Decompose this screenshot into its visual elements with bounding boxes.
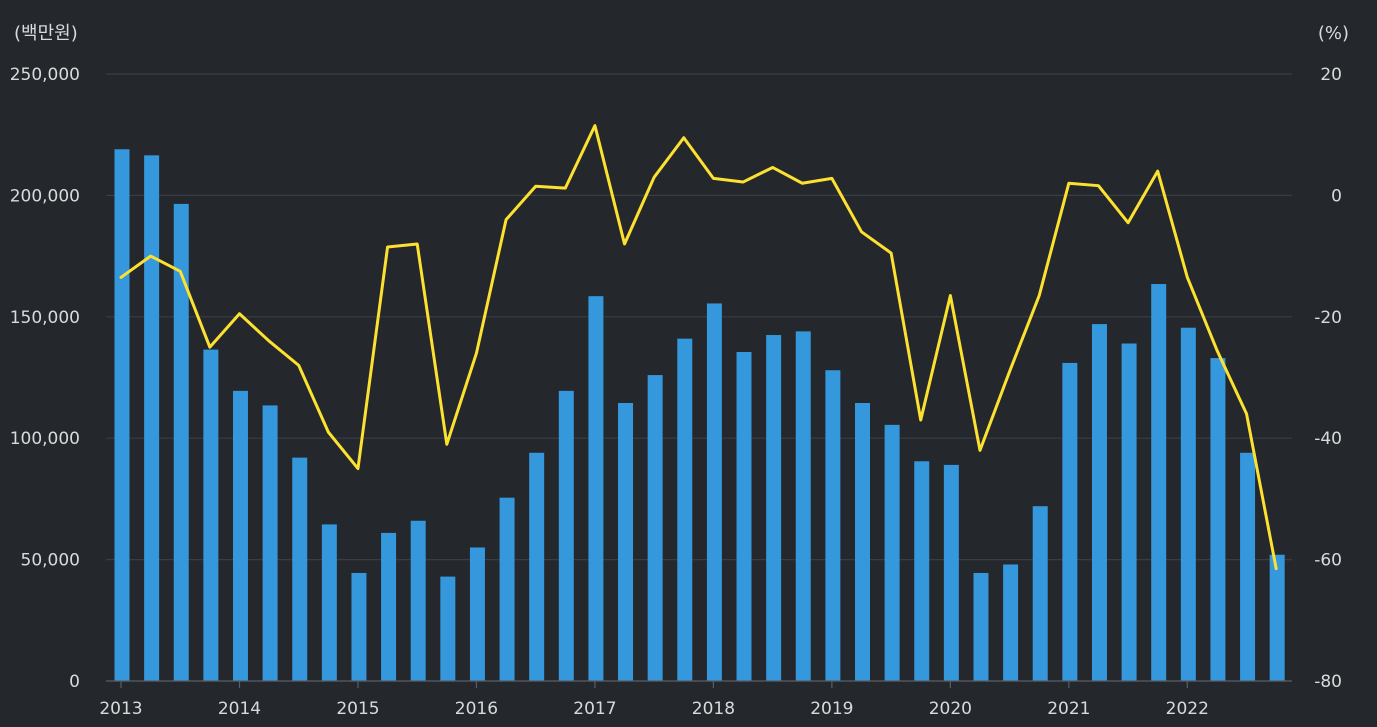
bar xyxy=(1032,506,1048,681)
line-path xyxy=(119,124,1278,571)
bar xyxy=(1151,284,1167,681)
right-tick-label: 0 xyxy=(1331,186,1342,206)
bar xyxy=(173,203,189,681)
left-tick-label: 250,000 xyxy=(10,65,80,85)
bar xyxy=(440,576,456,681)
left-tick-label: 100,000 xyxy=(10,429,80,449)
bar xyxy=(1003,564,1019,681)
bar xyxy=(647,375,663,681)
left-tick-label: 50,000 xyxy=(21,551,80,571)
bar xyxy=(1240,452,1256,681)
bar xyxy=(706,303,722,681)
left-axis-unit: (백만원) xyxy=(14,23,78,44)
bar xyxy=(795,331,811,681)
bar xyxy=(1180,327,1196,681)
right-axis-unit: (%) xyxy=(1318,23,1349,44)
grid xyxy=(106,73,1292,561)
right-tick-label: -20 xyxy=(1314,308,1342,328)
bar xyxy=(825,370,841,681)
right-axis: -80 -60 -40 -20 0 20 xyxy=(1314,65,1342,692)
bar xyxy=(292,457,308,681)
bar xyxy=(262,405,278,681)
x-tick-label: 2017 xyxy=(573,699,616,719)
bar xyxy=(499,497,515,681)
bar xyxy=(232,390,248,681)
x-tick-label: 2013 xyxy=(99,699,142,719)
bar xyxy=(618,402,634,681)
bar xyxy=(114,149,130,681)
x-tick-label: 2014 xyxy=(218,699,261,719)
bar xyxy=(1062,362,1078,681)
right-tick-label: 20 xyxy=(1320,65,1342,85)
left-tick-label: 150,000 xyxy=(10,308,80,328)
bar xyxy=(1269,554,1285,681)
bar xyxy=(884,424,900,681)
bar xyxy=(973,572,989,681)
bar xyxy=(766,335,782,681)
x-tick-label: 2020 xyxy=(929,699,972,719)
bar xyxy=(855,402,870,681)
left-axis: 0 50,000 100,000 150,000 200,000 250,000 xyxy=(10,65,80,692)
bar xyxy=(529,452,545,681)
bar xyxy=(1091,324,1107,681)
right-tick-label: -40 xyxy=(1314,429,1342,449)
bar xyxy=(410,520,426,681)
x-tick-label: 2019 xyxy=(810,699,853,719)
bar xyxy=(943,464,959,681)
x-tick-label: 2016 xyxy=(455,699,498,719)
bar xyxy=(321,524,337,681)
right-tick-label: -80 xyxy=(1314,672,1342,692)
bar xyxy=(144,155,160,681)
bar xyxy=(1121,343,1137,681)
x-tick-label: 2021 xyxy=(1047,699,1090,719)
bar xyxy=(677,338,693,681)
bar xyxy=(588,296,604,681)
bar xyxy=(1210,358,1226,681)
bar xyxy=(381,532,397,681)
x-tick-label: 2022 xyxy=(1166,699,1209,719)
line-series xyxy=(119,124,1278,571)
bar xyxy=(203,349,219,681)
left-tick-label: 200,000 xyxy=(10,186,80,206)
x-tick-label: 2015 xyxy=(336,699,379,719)
bar xyxy=(914,461,930,681)
bar-series xyxy=(114,149,1285,681)
bar xyxy=(736,352,752,681)
bar xyxy=(558,390,574,681)
bar xyxy=(469,547,485,681)
x-axis: 2013 2014 2015 2016 2017 2018 2019 2020 2021 2022 xyxy=(99,680,1292,719)
x-tick-label: 2018 xyxy=(692,699,735,719)
left-tick-label: 0 xyxy=(69,672,80,692)
right-tick-label: -60 xyxy=(1314,551,1342,571)
bar xyxy=(351,572,367,681)
